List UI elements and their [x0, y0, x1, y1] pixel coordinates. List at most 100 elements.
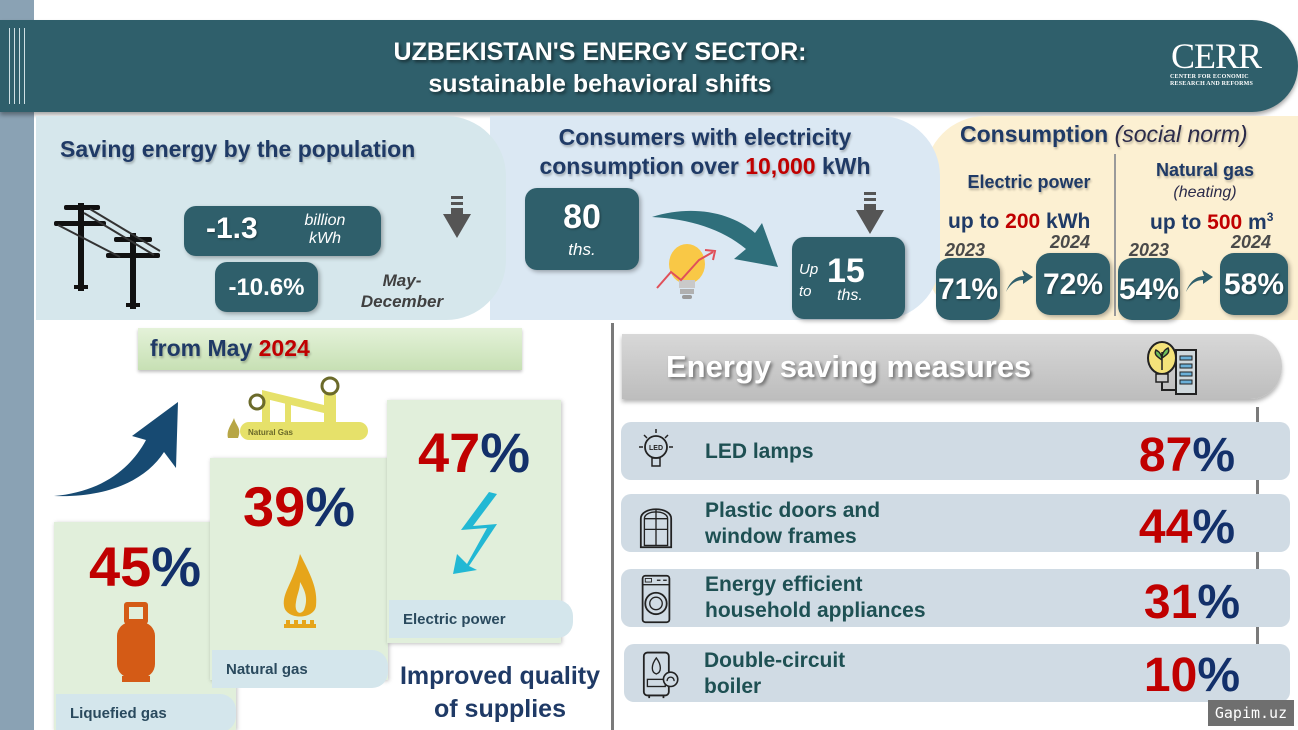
banner-prefix: from May	[150, 335, 259, 361]
decrease-arrow-icon	[443, 196, 471, 238]
supply-pct: 45%	[54, 534, 236, 599]
title-line-2: sustainable behavioral shifts	[428, 70, 772, 98]
led-icon-text: LED	[649, 445, 663, 452]
consumption-title-main: Consumption	[960, 121, 1109, 147]
window-frame-icon	[639, 508, 673, 549]
cerr-logo: CERR CENTER FOR ECONOMIC RESEARCH AND RE…	[1156, 38, 1276, 88]
supply-label: Liquefied gas	[56, 694, 236, 730]
pct-sign: %	[1197, 649, 1240, 702]
pct-sign: %	[480, 421, 531, 484]
title-line-1: UZBEKISTAN'S ENERGY SECTOR:	[393, 38, 807, 66]
pct-sign: %	[305, 475, 356, 538]
pct-sign: %	[151, 535, 202, 598]
caption-line-1: Improved quality	[399, 662, 601, 690]
measure-label: Energy efficient household appliances	[705, 572, 926, 624]
section-divider	[611, 323, 614, 730]
label-line-2: boiler	[704, 675, 762, 698]
pct-num: 44	[1138, 501, 1193, 554]
pct-sign: %	[1197, 576, 1240, 629]
gas-cylinder-icon	[117, 602, 155, 682]
limit-value: 200	[1005, 210, 1041, 233]
supply-card-natural-gas: 39% Natural gas	[210, 458, 388, 688]
gas-pipeline-icon: Natural Gas	[227, 376, 368, 440]
consumers-title-line-1: Consumers with electricity	[558, 124, 852, 150]
increase-arrow-icon	[1006, 270, 1033, 292]
consumers-after-box: Up to 15 ths.	[792, 237, 905, 319]
pct-sign: %	[1192, 429, 1235, 482]
limit-prefix: up to	[948, 210, 1006, 233]
label-line-1: Energy efficient	[705, 573, 863, 596]
pct-num: 39	[242, 475, 306, 538]
gas-label: Natural gas	[1155, 160, 1255, 180]
watermark-badge: Gapim.uz	[1208, 700, 1294, 726]
gas-value-2023: 54%	[1118, 258, 1180, 320]
led-lamp-icon: LED	[639, 429, 673, 467]
eco-bulb-building-icon	[1147, 341, 1197, 395]
logo-subtitle-1: CENTER FOR ECONOMIC	[1170, 74, 1249, 80]
consumption-divider	[1114, 154, 1116, 316]
gas-value-2024: 58%	[1220, 253, 1288, 315]
electric-limit: up to 200 kWh	[948, 210, 1090, 234]
curved-arrow-icon	[652, 210, 778, 267]
electric-year-from: 2023	[945, 240, 986, 260]
consumers-title: Consumers with electricity consumption o…	[520, 123, 890, 181]
left-decorative-strip	[0, 0, 34, 730]
measures-header: Energy saving measures	[622, 334, 1282, 399]
lightbulb-growth-icon	[656, 244, 717, 299]
label-line-1: LED lamps	[705, 440, 814, 463]
electric-value-2023: 71%	[936, 258, 1000, 320]
gas-limit: up to 500 m3	[1150, 210, 1273, 235]
measure-pct: 87%	[1139, 428, 1235, 483]
measure-row-plastic-doors: Plastic doors and window frames 44%	[621, 494, 1290, 554]
boiler-icon	[642, 651, 679, 699]
washing-machine-icon	[641, 574, 671, 624]
consumption-title: Consumption (social norm)	[960, 121, 1248, 148]
measures-side-bar	[1256, 407, 1259, 710]
saving-percent-value: -10.6%	[228, 274, 305, 301]
pct-sign: %	[1192, 501, 1235, 554]
consumers-before-unit: ths.	[568, 240, 596, 259]
pct-num: 45	[88, 535, 152, 598]
limit-unit: m	[1242, 211, 1267, 234]
banner-year: 2024	[258, 335, 310, 361]
header-decor-lines	[7, 28, 27, 104]
pct-num: 87	[1138, 429, 1193, 482]
consumers-after-value: 15	[827, 252, 865, 290]
gas-year-from: 2023	[1129, 240, 1170, 260]
measure-row-appliances: Energy efficient household appliances 31…	[621, 569, 1290, 629]
limit-prefix: up to	[1150, 211, 1208, 234]
gas-label-note: (heating)	[1173, 184, 1237, 201]
period-line-2: December	[360, 292, 444, 311]
caption-line-2: of supplies	[434, 695, 566, 723]
pct-num: 47	[417, 421, 481, 484]
header-banner: UZBEKISTAN'S ENERGY SECTOR: sustainable …	[0, 20, 1298, 112]
logo-text: CERR	[1170, 36, 1262, 76]
supply-label: Electric power	[389, 600, 573, 638]
growth-arrow-icon	[54, 402, 178, 497]
label-line-1: Double-circuit	[704, 649, 846, 672]
electric-label: Electric power	[967, 172, 1091, 192]
measure-row-boiler: Double-circuit boiler 10%	[624, 644, 1290, 702]
measure-row-led-lamps: LED LED lamps 87%	[621, 422, 1290, 483]
consumers-threshold: 10,000	[745, 153, 816, 179]
consumers-after-unit: ths.	[837, 287, 863, 304]
electric-year-to: 2024	[1050, 232, 1091, 252]
supply-label: Natural gas	[212, 650, 388, 688]
consumers-before-box: 80 ths.	[525, 188, 639, 270]
limit-superscript: 3	[1266, 210, 1274, 224]
supply-card-liquefied-gas: 45% Liquefied gas	[54, 522, 236, 730]
period-line-1: May-	[382, 271, 422, 290]
measure-label: Double-circuit boiler	[704, 648, 845, 700]
measure-label: Plastic doors and window frames	[705, 498, 880, 550]
from-may-banner: from May 2024	[138, 328, 522, 370]
electric-value-2024: 72%	[1036, 253, 1110, 315]
supply-pct: 47%	[387, 420, 561, 485]
limit-unit: kWh	[1040, 210, 1091, 233]
lightning-bolt-icon	[453, 492, 497, 574]
measures-title: Energy saving measures	[666, 349, 1032, 384]
pct-num: 31	[1143, 576, 1198, 629]
pct-num: 10	[1143, 649, 1198, 702]
limit-value: 500	[1207, 211, 1243, 234]
increase-arrow-icon	[1186, 270, 1213, 292]
consumers-after-prefix: Up to	[799, 259, 818, 303]
